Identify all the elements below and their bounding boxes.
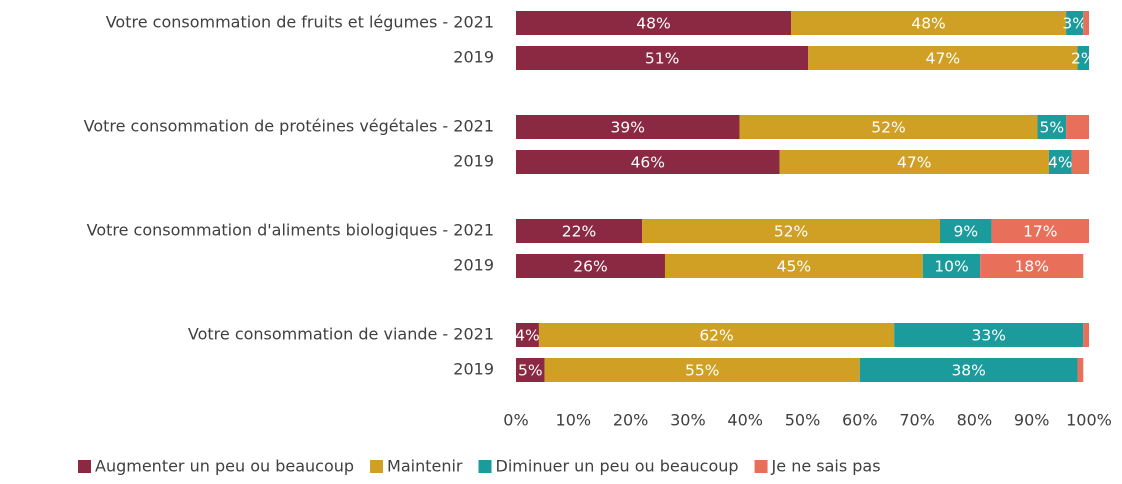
bar-segment <box>516 254 665 278</box>
data-label: 2% <box>1071 50 1096 68</box>
category-label: 2019 <box>453 48 494 67</box>
x-tick-label: 30% <box>670 411 706 430</box>
legend-swatch <box>478 460 492 473</box>
bar-segment <box>516 115 740 139</box>
data-label: 46% <box>631 154 665 172</box>
bar-segment <box>739 115 1038 139</box>
bar-segment <box>1037 115 1067 139</box>
x-tick-label: 100% <box>1066 411 1112 430</box>
data-label: 9% <box>954 223 979 241</box>
x-tick-label: 0% <box>503 411 528 430</box>
data-label: 48% <box>636 15 670 33</box>
bar-segment <box>1083 11 1089 35</box>
category-label: 2019 <box>453 256 494 275</box>
data-label: 17% <box>1023 223 1057 241</box>
bar-segment <box>859 358 1078 382</box>
x-tick-label: 60% <box>842 411 878 430</box>
bar-segment <box>516 11 792 35</box>
bar-segment <box>791 11 1067 35</box>
bar-segment <box>1071 150 1089 174</box>
legend-label: Maintenir <box>387 457 463 476</box>
data-label: 52% <box>871 119 905 137</box>
bar-segment <box>538 323 895 347</box>
bar-segment <box>940 219 992 243</box>
bar-segment <box>1066 115 1089 139</box>
category-label: Votre consommation d'aliments biologique… <box>87 221 494 240</box>
data-label: 33% <box>971 327 1005 345</box>
bar-segment <box>779 150 1049 174</box>
data-label: 55% <box>685 362 719 380</box>
data-label: 5% <box>1039 119 1064 137</box>
x-tick-label: 40% <box>727 411 763 430</box>
data-label: 22% <box>562 223 596 241</box>
bar-segment <box>808 46 1078 70</box>
bar-segment <box>1077 46 1089 70</box>
bar-segment <box>991 219 1089 243</box>
data-label: 4% <box>515 327 540 345</box>
category-label: 2019 <box>453 360 494 379</box>
bar-segment <box>1066 11 1084 35</box>
data-label: 47% <box>897 154 931 172</box>
bar-segment <box>1083 323 1089 347</box>
data-label: 18% <box>1014 258 1048 276</box>
bar-segment <box>516 358 545 382</box>
legend-swatch <box>78 460 91 473</box>
data-label: 5% <box>518 362 543 380</box>
data-label: 51% <box>645 50 679 68</box>
bar-segment <box>516 46 809 70</box>
bar-segment <box>642 219 941 243</box>
x-tick-label: 90% <box>1014 411 1050 430</box>
bar-segment <box>664 254 923 278</box>
bar-segment <box>894 323 1084 347</box>
bar-segment <box>1048 150 1072 174</box>
legend-label: Augmenter un peu ou beaucoup <box>95 457 354 476</box>
x-tick-label: 70% <box>899 411 935 430</box>
bar-segment <box>980 254 1084 278</box>
bar-segment <box>922 254 981 278</box>
data-label: 62% <box>699 327 733 345</box>
data-label: 4% <box>1048 154 1073 172</box>
data-label: 39% <box>611 119 645 137</box>
data-label: 26% <box>573 258 607 276</box>
category-label: Votre consommation de protéines végétale… <box>84 117 494 136</box>
legend-label: Diminuer un peu ou beaucoup <box>496 457 739 476</box>
data-label: 48% <box>911 15 945 33</box>
data-label: 47% <box>926 50 960 68</box>
bar-segment <box>516 219 643 243</box>
legend-swatch <box>370 460 384 473</box>
x-tick-label: 80% <box>957 411 993 430</box>
x-tick-label: 10% <box>556 411 592 430</box>
legend-label: Je ne sais pas <box>771 457 881 476</box>
category-label: 2019 <box>453 152 494 171</box>
bar-segment <box>516 323 539 347</box>
x-tick-label: 50% <box>785 411 821 430</box>
legend-swatch <box>754 460 768 473</box>
bar-segment <box>544 358 860 382</box>
bar-segment <box>516 150 780 174</box>
x-tick-label: 20% <box>613 411 649 430</box>
data-label: 38% <box>951 362 985 380</box>
data-label: 3% <box>1062 15 1087 33</box>
data-label: 52% <box>774 223 808 241</box>
bar-segment <box>1077 358 1084 382</box>
category-label: Votre consommation de fruits et légumes … <box>106 13 494 32</box>
data-label: 45% <box>777 258 811 276</box>
data-label: 10% <box>934 258 968 276</box>
category-label: Votre consommation de viande - 2021 <box>188 325 494 344</box>
